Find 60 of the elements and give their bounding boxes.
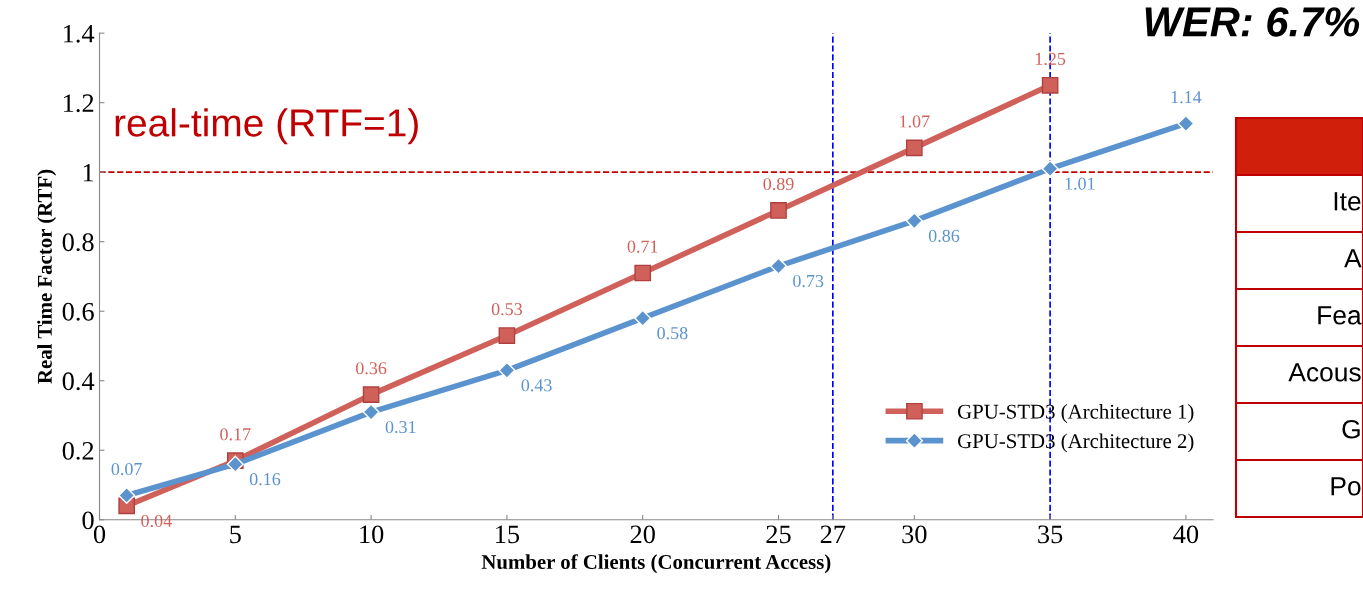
x-tick-label: 10 [360, 525, 384, 544]
data-label: 0.17 [220, 428, 251, 441]
x-tick-label: 25 [766, 525, 791, 544]
x-tick-label: 20 [630, 525, 655, 544]
point [769, 257, 788, 275]
y-tick-label: 1.4 [63, 24, 95, 43]
x-tick-label: 30 [902, 525, 927, 544]
x-tick-label: 40 [1173, 525, 1199, 544]
point [1041, 76, 1059, 94]
data-label: 0.86 [928, 229, 960, 242]
y-axis-title: Real Time Factor (RTF) [37, 169, 57, 384]
data-label: 0.53 [491, 303, 522, 316]
text: A [1344, 249, 1362, 268]
point [1041, 160, 1059, 178]
y-tick-label: 0.2 [62, 441, 94, 460]
data-label: 0.73 [793, 274, 824, 288]
point [1177, 114, 1195, 133]
text: Fea [1318, 306, 1362, 325]
data-label: 0.36 [355, 362, 387, 375]
legend-label: GPU-STD3 (Architecture 1) [957, 404, 1194, 423]
chart-title: WER: 6.7% [1145, 7, 1360, 37]
point [905, 139, 923, 157]
data-label: 1.07 [900, 115, 930, 128]
point [770, 202, 787, 219]
x-tick-label: 35 [1038, 525, 1063, 544]
y-tick-label: 1 [83, 163, 94, 182]
point [498, 361, 516, 379]
data-label: 0.71 [627, 240, 658, 253]
data-label: 0.07 [111, 462, 142, 476]
point [634, 264, 652, 282]
data-label: 1.14 [1171, 91, 1202, 104]
y-tick-label: 0.6 [62, 302, 94, 321]
y-tick-label: 0.8 [62, 233, 94, 252]
x-tick-label: 27 [820, 525, 846, 543]
point [362, 403, 380, 421]
data-label: 0.31 [385, 420, 416, 434]
data-label: 0.58 [657, 327, 688, 340]
data-label: 0.89 [763, 177, 794, 191]
text: Po [1331, 477, 1361, 496]
text: Ite [1334, 192, 1361, 211]
data-label: 0.04 [141, 514, 172, 527]
text: G [1342, 419, 1360, 439]
x-tick-label: 15 [496, 525, 520, 544]
data-label: 0.43 [521, 379, 552, 392]
data-label: 1.01 [1065, 177, 1095, 190]
data-label: 1.25 [1035, 52, 1066, 66]
point [362, 386, 380, 403]
point [118, 486, 136, 505]
text: Acous [1288, 363, 1361, 382]
data-label: 0.16 [249, 473, 281, 486]
y-tick-label: 0 [82, 511, 94, 530]
point [498, 327, 516, 344]
y-tick-label: 0.4 [62, 372, 95, 391]
point [905, 212, 923, 230]
x-tick-label: 5 [230, 525, 241, 544]
legend-label: GPU-STD3 (Architecture 2) [957, 433, 1194, 453]
x-axis-title: Number of Clients (Concurrent Access) [481, 554, 831, 574]
y-tick-label: 1.2 [63, 94, 94, 113]
ref-line-label: real-time (RTF=1) [115, 108, 418, 145]
point [634, 309, 652, 327]
